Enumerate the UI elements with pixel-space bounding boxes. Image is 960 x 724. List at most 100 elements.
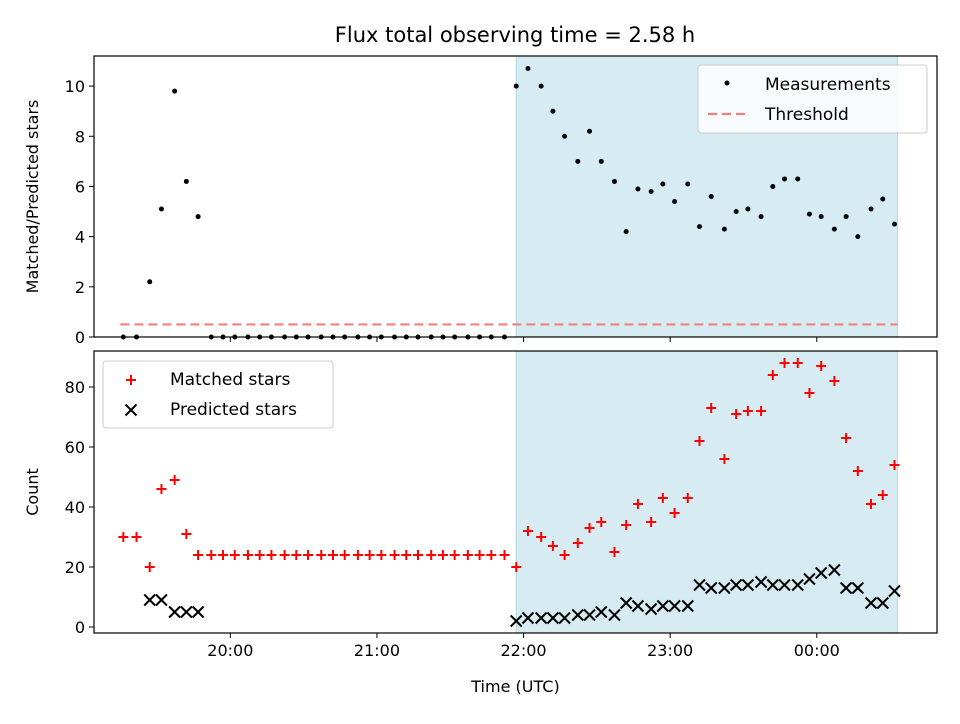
matched-star-point [522,526,533,536]
legend-box [697,64,928,134]
measurement-point [575,158,581,164]
matched-star-point [327,550,338,560]
matched-star-point [511,562,522,572]
figure-title: Flux total observing time = 2.58 h [335,23,695,47]
predicted-star-point [644,602,658,616]
matched-star-point [584,523,595,533]
matched-star-point [657,493,668,503]
predicted-star-point [191,605,205,619]
matched-star-point [156,484,167,494]
matched-star-point [719,454,730,464]
matched-star-point [779,358,790,368]
measurement-point [525,66,531,72]
y-tick-label: 80 [65,378,85,397]
predicted-star-point [705,581,718,595]
matched-star-point [669,508,680,518]
predicted-star-point [608,608,621,622]
measurement-point [745,206,751,212]
measurement-point [587,128,593,134]
matched-star-point [742,406,753,416]
matched-star-point [852,466,863,476]
predicted-star-point [864,596,878,610]
y-tick-label: 40 [65,498,85,517]
predicted-star-point [168,605,181,619]
matched-star-point [389,550,400,560]
predicted-star-point [558,611,571,625]
matched-star-point [889,460,900,470]
matched-star-point [462,550,473,560]
matched-star-point [449,550,460,560]
measurement-point [855,234,861,240]
y-tick-label: 0 [75,328,85,347]
matched-star-point [499,550,510,560]
matched-star-point [266,550,277,560]
matched-star-point [376,550,387,560]
matched-star-point [218,550,229,560]
predicted-star-point [155,593,168,607]
matched-star-point [804,388,815,398]
matched-star-point [756,406,767,416]
y-tick-label: 60 [65,438,85,457]
measurement-point [158,206,164,212]
y-tick-label: 0 [75,618,85,637]
predicted-star-point [718,581,731,595]
matched-star-point [181,529,192,539]
legend-measurements-marker [724,80,730,86]
predicted-star-point [778,578,791,592]
matched-star-point [352,550,363,560]
matched-star-point [474,550,485,560]
y-tick-label: 6 [75,177,85,196]
predicted-star-point [754,575,768,589]
measurement-point [562,133,568,139]
matched-star-point [792,358,803,368]
matched-star-point [609,547,620,557]
observing-window-region [515,350,898,634]
matched-star-point [866,499,877,509]
predicted-star-point [681,599,694,613]
matched-star-point [303,550,314,560]
matched-star-point [144,562,155,572]
measurement-point [891,221,897,227]
predicted-star-point [595,605,608,619]
y-axis-label: Count [23,468,42,516]
predicted-star-point [546,611,560,625]
matched-star-point [279,550,290,560]
matched-star-point [118,532,129,542]
measurement-point [598,158,604,164]
matched-star-point [242,550,253,560]
measurement-point [758,214,764,220]
matched-star-point [731,409,742,419]
y-tick-label: 20 [65,558,85,577]
legend-matched-marker [126,375,136,385]
measurement-point [611,178,617,184]
x-tick-label: 00:00 [794,641,840,660]
measurement-point [538,83,544,89]
legend-box [102,360,334,429]
matched-star-point [596,517,607,527]
matched-star-point [816,361,827,371]
predicted-star-point [729,578,743,592]
predicted-star-point [668,599,681,613]
measurement-point [685,181,691,187]
predicted-star-point [143,593,156,607]
measurement-point [660,181,666,187]
x-tick-label: 22:00 [501,641,547,660]
measurement-point [770,183,776,189]
bottom-axes: 0 20 40 60 80 20:00 21:00 22:00 23:00 00:00 Count T… [23,350,938,696]
y-axis-label: Matched/Predicted stars [23,100,42,294]
predicted-star-point [693,578,706,592]
matched-star-point [767,370,778,380]
x-axis-label: Time (UTC) [470,677,559,696]
predicted-star-point [619,596,633,610]
predicted-star-point [180,605,193,619]
predicted-star-point [839,581,853,595]
matched-star-point [401,550,412,560]
measurement-point [513,83,519,89]
legend-matched-label: Matched stars [170,370,290,390]
matched-star-point [229,550,240,560]
measurement-point [183,178,189,184]
measurement-point [648,188,654,194]
predicted-star-point [888,584,901,598]
matched-star-point [621,520,632,530]
